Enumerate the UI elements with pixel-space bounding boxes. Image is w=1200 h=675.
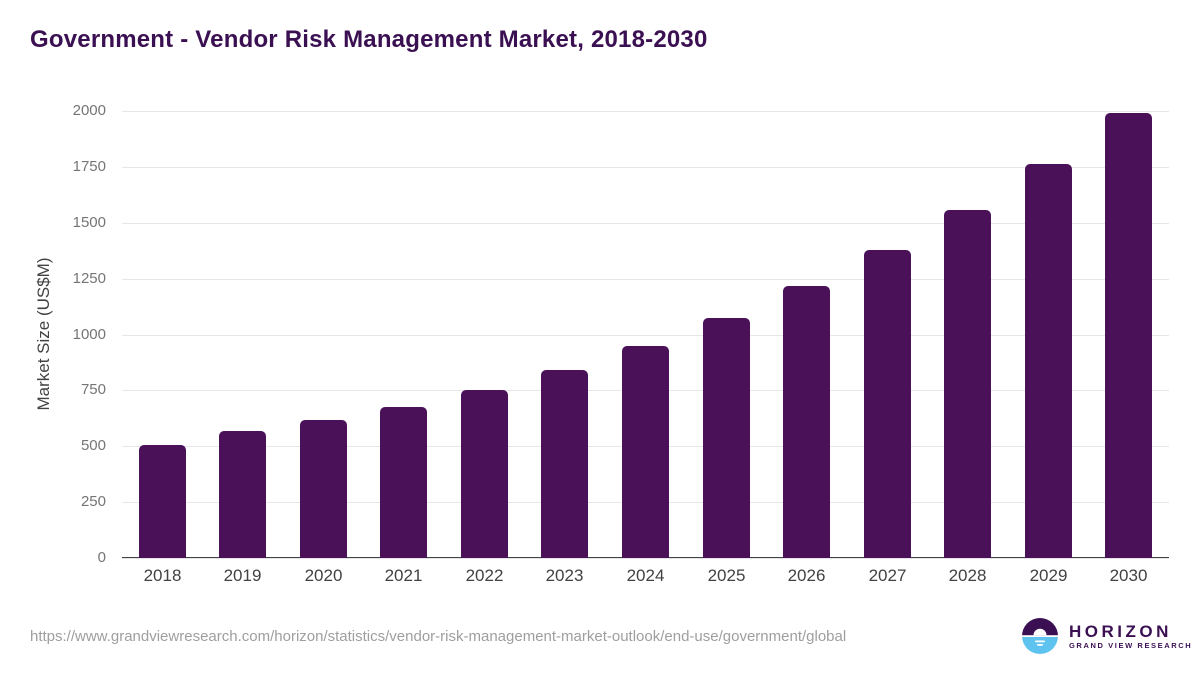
x-tick-label-2027: 2027 [868, 566, 907, 585]
horizon-sunrise-icon [1020, 616, 1060, 656]
source-url: https://www.grandviewresearch.com/horizo… [30, 628, 847, 645]
y-tick-label-2000: 2000 [72, 102, 106, 119]
x-tick-label-2026: 2026 [787, 566, 826, 585]
bar-2021 [380, 407, 427, 558]
gridline-1000 [122, 334, 1169, 336]
bar-2023 [541, 370, 588, 558]
gridline-2000 [122, 111, 1169, 112]
x-tick-label-2028: 2028 [948, 566, 987, 585]
y-tick-label-250: 250 [80, 493, 106, 510]
x-tick-label-2030: 2030 [1109, 566, 1148, 585]
y-tick-label-1000: 1000 [72, 326, 106, 343]
horizon-logo: HORIZON GRAND VIEW RESEARCH [1020, 616, 1192, 656]
bar-2019 [219, 431, 266, 558]
gridline-0 [122, 558, 1169, 559]
y-tick-label-1250: 1250 [72, 270, 106, 287]
bar-2029 [1025, 164, 1072, 558]
x-tick-label-2019: 2019 [223, 566, 262, 585]
x-tick-label-2018: 2018 [143, 566, 182, 585]
bar-2026 [783, 286, 830, 558]
y-tick-label-500: 500 [80, 437, 106, 454]
x-tick-label-2021: 2021 [384, 566, 423, 585]
x-tick-label-2029: 2029 [1029, 566, 1068, 585]
x-tick-label-2025: 2025 [707, 566, 746, 585]
gridline-1500 [122, 222, 1169, 224]
logo-text: HORIZON GRAND VIEW RESEARCH [1069, 622, 1192, 651]
gridline-1750 [122, 166, 1169, 168]
gridline-1250 [122, 278, 1169, 280]
x-tick-label-2022: 2022 [465, 566, 504, 585]
chart-title: Government - Vendor Risk Management Mark… [30, 26, 708, 53]
y-tick-label-1500: 1500 [72, 214, 106, 231]
bar-2022 [461, 390, 508, 558]
bar-2025 [703, 318, 750, 558]
bar-2028 [944, 210, 991, 558]
y-tick-label-0: 0 [97, 549, 106, 566]
x-tick-label-2024: 2024 [626, 566, 665, 585]
y-tick-label-750: 750 [80, 381, 106, 398]
bar-2020 [300, 420, 347, 558]
bar-2024 [622, 346, 669, 558]
x-tick-label-2023: 2023 [545, 566, 584, 585]
logo-name: HORIZON [1069, 621, 1172, 641]
bar-chart-plot-area [122, 111, 1169, 559]
bar-2018 [139, 445, 186, 558]
bar-2027 [864, 250, 911, 558]
x-tick-label-2020: 2020 [304, 566, 343, 585]
logo-subtitle: GRAND VIEW RESEARCH [1069, 640, 1193, 650]
bar-2030 [1105, 113, 1152, 558]
y-tick-label-1750: 1750 [72, 158, 106, 175]
